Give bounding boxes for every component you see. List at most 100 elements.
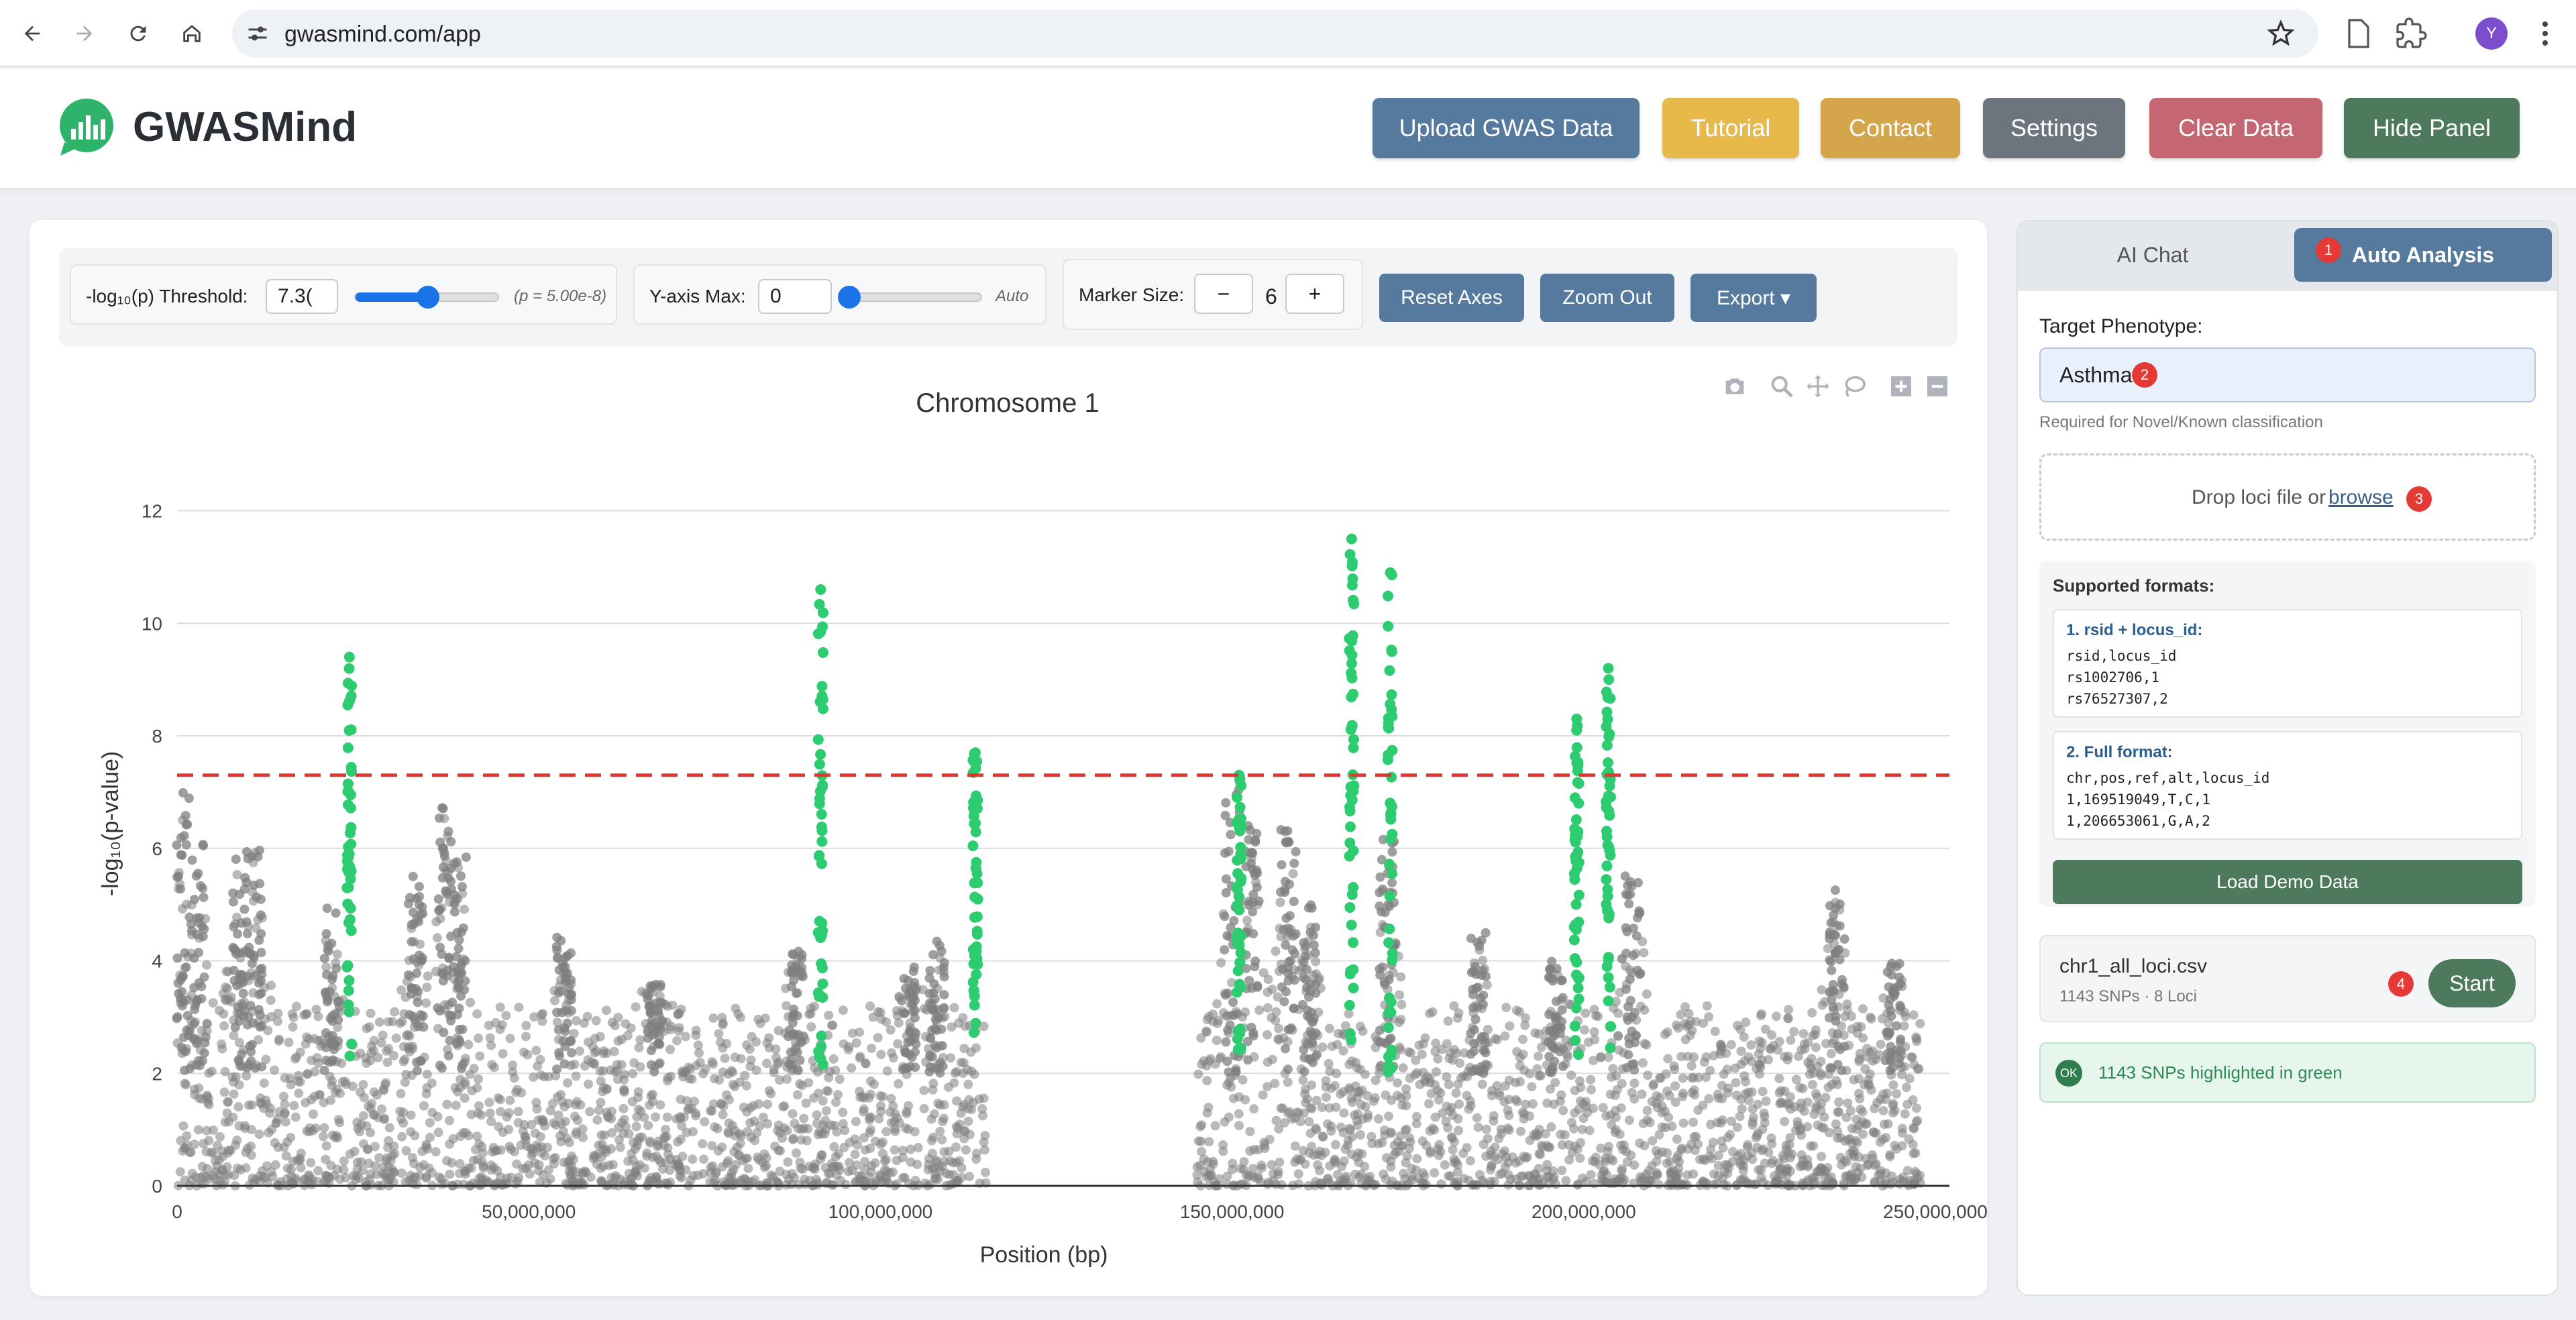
loci-drop-zone[interactable]: Drop loci file or browse 3 [2039,453,2536,541]
snp-point [631,1168,641,1178]
snp-point [521,1021,531,1031]
snp-point [1193,1177,1203,1187]
snp-point [431,917,441,927]
camera-icon[interactable] [1721,373,1748,400]
snp-point [937,1041,947,1051]
snp-point [505,1034,515,1044]
background-snp-points[interactable] [172,785,1925,1191]
snp-point [1299,938,1309,948]
snp-point [1886,1005,1896,1015]
snp-point [1470,962,1480,972]
settings-button[interactable]: Settings [1983,98,2125,158]
tab-ai-chat[interactable]: AI Chat [2116,242,2189,267]
clear-data-button[interactable]: Clear Data [2149,98,2322,158]
snp-point [1395,1042,1405,1052]
snp-point [182,820,193,830]
snp-point [233,1002,243,1012]
ymax-slider-thumb[interactable] [838,286,861,309]
tutorial-button[interactable]: Tutorial [1662,98,1799,158]
snp-point [1911,1117,1921,1127]
highlighted-snp-point [1346,889,1358,900]
snp-point [193,869,203,879]
contact-button[interactable]: Contact [1821,98,1960,158]
snp-point [828,1054,839,1064]
snp-point [912,1160,922,1170]
snp-point [777,1133,788,1143]
snp-point [229,1089,239,1099]
url-text[interactable]: gwasmind.com/app [284,21,481,47]
highlighted-snp-point [1234,938,1245,950]
address-bar[interactable]: gwasmind.com/app [232,9,2318,58]
ymax-slider[interactable] [838,286,982,309]
zoom-out-button[interactable]: Zoom Out [1540,274,1674,322]
snp-point [254,1129,264,1139]
snp-point [396,1168,407,1178]
export-button[interactable]: Export ▾ [1690,274,1817,322]
snp-point [1786,1035,1796,1045]
highlighted-snp-point [1384,665,1395,676]
snp-point [808,1163,818,1173]
snp-point [861,1058,871,1068]
avatar[interactable]: Y [2475,17,2508,50]
threshold-slider[interactable] [354,286,499,309]
snp-point [747,1032,757,1042]
snp-point [1244,834,1254,844]
document-icon[interactable] [2341,17,2373,50]
snp-point [1196,1033,1206,1043]
extensions-icon[interactable] [2395,17,2427,50]
brand-title: GWASMind [133,104,358,150]
load-demo-data-button[interactable]: Load Demo Data [2053,860,2522,904]
snp-point [786,1054,796,1064]
snp-point [1248,929,1258,939]
marker-decrease-button[interactable]: − [1194,274,1253,314]
snp-point [464,1131,474,1141]
marker-increase-button[interactable]: + [1285,274,1344,314]
snp-point [1203,1102,1214,1112]
snp-point [367,1041,377,1051]
zoom-icon[interactable] [1768,373,1795,400]
snp-point [1431,1067,1441,1077]
snp-point [1647,1160,1657,1170]
snp-point [468,1156,478,1166]
snp-point [1807,1080,1817,1090]
snp-point [1311,979,1321,989]
snp-point [1608,1064,1618,1074]
hide-panel-button[interactable]: Hide Panel [2344,98,2520,158]
snp-point [1823,1083,1833,1093]
threshold-slider-thumb[interactable] [417,286,439,309]
highlighted-snp-point [1568,868,1580,879]
ymax-input[interactable]: 0 [758,279,832,314]
snp-point [631,1121,641,1132]
snp-point [557,959,568,969]
snp-point [1654,1130,1664,1140]
reload-icon[interactable] [119,15,157,52]
browse-link[interactable]: browse [2328,486,2394,508]
bookmark-star-icon[interactable] [2267,20,2294,47]
snp-point [1577,1124,1587,1134]
start-button[interactable]: Start [2428,959,2516,1007]
highlighted-snp-points[interactable] [341,533,1617,1078]
reset-axes-button[interactable]: Reset Axes [1379,274,1524,322]
snp-point [1280,1044,1290,1054]
forward-icon[interactable] [66,15,103,52]
snp-point [951,1142,961,1152]
snp-point [1730,1063,1740,1073]
snp-point [1854,1056,1864,1066]
zoom-in-box-icon[interactable] [1888,373,1915,400]
upload-gwas-button[interactable]: Upload GWAS Data [1373,98,1640,158]
snp-point [486,1117,496,1127]
more-menu-icon[interactable] [2529,17,2561,50]
threshold-input[interactable]: 7.3( [266,279,338,314]
phenotype-input[interactable]: Asthma [2039,347,2536,402]
snp-point [629,1058,639,1068]
site-settings-icon[interactable] [246,21,270,46]
lasso-icon[interactable] [1841,373,1868,400]
home-icon[interactable] [173,15,211,52]
zoom-out-box-icon[interactable] [1924,373,1951,400]
snp-point [1864,1081,1874,1091]
snp-point [651,1151,661,1161]
snp-point [1843,1098,1853,1108]
pan-icon[interactable] [1805,373,1831,400]
back-icon[interactable] [13,15,51,52]
